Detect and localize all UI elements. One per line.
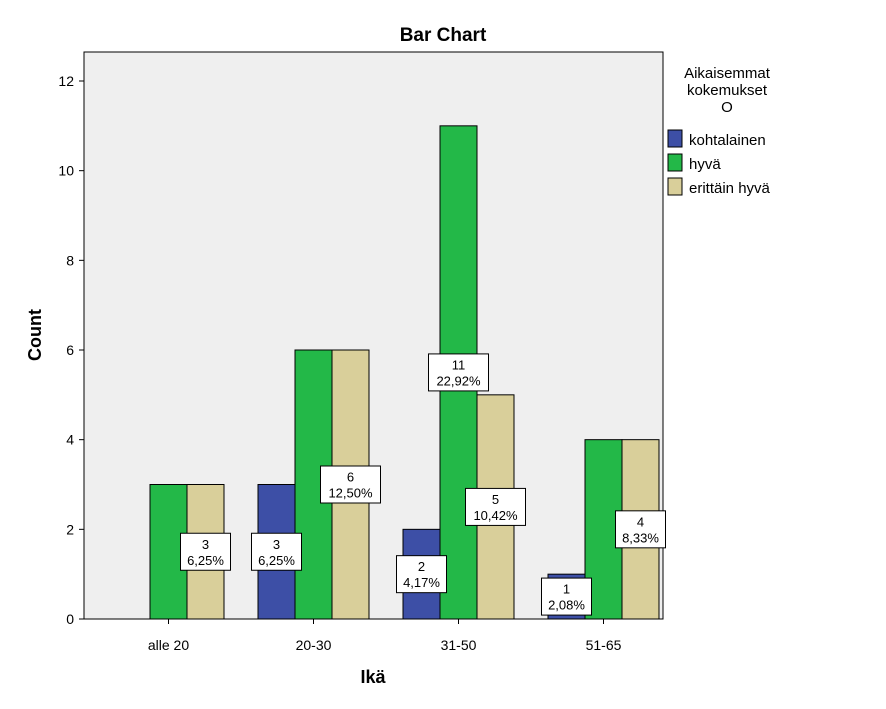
legend-item-label: erittäin hyvä — [689, 180, 771, 197]
data-label-text: 22,92% — [436, 373, 481, 388]
data-label-box — [396, 555, 447, 594]
y-tick-label: 12 — [58, 73, 74, 89]
legend-swatch — [667, 153, 683, 172]
x-tick-label: 51-65 — [586, 637, 622, 653]
y-tick-label: 8 — [66, 252, 74, 268]
legend-title: O — [721, 99, 733, 116]
data-label-text: 11 — [452, 357, 466, 372]
data-label: 612,50% — [320, 465, 381, 504]
data-label-text: 6,25% — [187, 553, 224, 568]
data-label-box — [320, 465, 381, 504]
data-label-text: 10,42% — [473, 508, 518, 523]
x-tick-label: alle 20 — [148, 637, 189, 653]
data-label-box — [465, 487, 526, 526]
y-axis: 0 2 4 6 8 10 12 — [58, 73, 84, 627]
legend-item-label: kohtalainen — [689, 132, 766, 149]
x-tick-label: 31-50 — [441, 637, 477, 653]
data-label: 36,25% — [180, 532, 231, 571]
data-label-text: 3 — [273, 537, 280, 552]
data-label-box — [615, 510, 666, 549]
data-label-text: 1 — [563, 582, 570, 597]
legend-title: kokemukset — [687, 82, 768, 99]
legend-title: Aikaisemmat — [684, 65, 771, 82]
chart-title: Bar Chart — [400, 25, 487, 46]
data-label-box — [541, 577, 592, 616]
data-label-text: 4 — [637, 514, 644, 529]
x-axis-title: Ikä — [360, 667, 386, 687]
data-label-text: 5 — [492, 492, 499, 507]
data-label: 24,17% — [396, 555, 447, 594]
data-label: 36,25% — [251, 532, 302, 571]
y-tick-label: 2 — [66, 521, 74, 537]
data-label: 48,33% — [615, 510, 666, 549]
data-label-text: 12,50% — [328, 486, 373, 501]
legend-swatch — [667, 177, 683, 196]
legend-swatch — [667, 129, 683, 148]
y-tick-label: 6 — [66, 342, 74, 358]
data-label-box — [251, 532, 302, 571]
x-tick-label: 20-30 — [296, 637, 332, 653]
legend-item-label: hyvä — [689, 156, 721, 173]
x-axis: alle 20 20-30 31-50 51-65 — [148, 619, 622, 653]
data-label-text: 3 — [202, 537, 209, 552]
y-tick-label: 4 — [66, 432, 74, 448]
y-tick-label: 10 — [58, 163, 74, 179]
data-label-text: 8,33% — [622, 530, 659, 545]
y-tick-label: 0 — [66, 611, 74, 627]
data-label-text: 2,08% — [548, 598, 585, 613]
data-label-text: 6 — [347, 470, 354, 485]
data-label-box — [180, 532, 231, 571]
data-label-text: 2 — [418, 559, 425, 574]
data-label: 510,42% — [465, 487, 526, 526]
data-label-text: 6,25% — [258, 553, 295, 568]
y-axis-title: Count — [25, 309, 45, 361]
data-label: 12,08% — [541, 577, 592, 616]
data-label-text: 4,17% — [403, 575, 440, 590]
data-label-box — [428, 353, 489, 392]
